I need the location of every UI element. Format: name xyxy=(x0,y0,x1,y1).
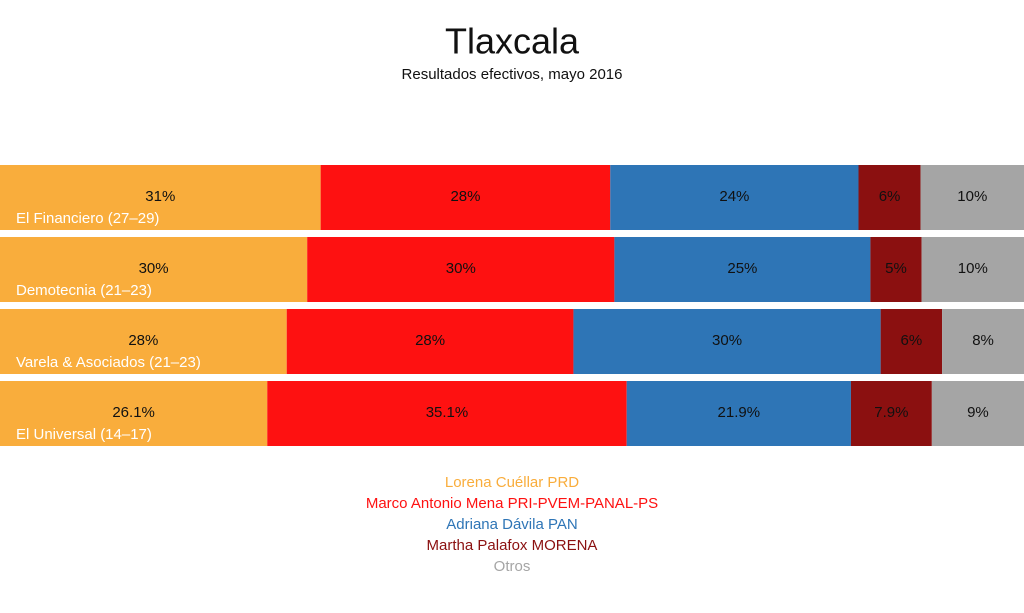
bar-segment xyxy=(942,309,1024,374)
value-label: 10% xyxy=(957,188,987,205)
bar-segment xyxy=(626,381,851,446)
bar-segment xyxy=(880,309,943,374)
value-label: 35.1% xyxy=(426,404,469,421)
bar-segment xyxy=(307,237,615,302)
bar-segment xyxy=(610,165,859,230)
bar-segment xyxy=(286,309,574,374)
bar-segment xyxy=(921,237,1024,302)
category-label: Varela & Asociados (21–23) xyxy=(16,354,201,371)
legend-entry: Adriana Dávila PAN xyxy=(446,516,577,533)
bar-segment xyxy=(858,165,921,230)
bar-segment xyxy=(920,165,1024,230)
bar-segment xyxy=(850,381,932,446)
bar-segment xyxy=(267,381,627,446)
bar-segment xyxy=(0,237,308,302)
category-label: El Financiero (27–29) xyxy=(16,210,159,227)
value-label: 6% xyxy=(901,332,923,349)
bar-segment xyxy=(870,237,922,302)
value-label: 5% xyxy=(885,260,907,277)
value-label: 9% xyxy=(967,404,989,421)
value-label: 30% xyxy=(712,332,742,349)
bar-segment xyxy=(614,237,871,302)
value-label: 30% xyxy=(446,260,476,277)
chart-subtitle: Resultados efectivos, mayo 2016 xyxy=(402,66,623,83)
bar-segment xyxy=(320,165,611,230)
value-label: 8% xyxy=(972,332,994,349)
category-label: El Universal (14–17) xyxy=(16,426,152,443)
value-label: 24% xyxy=(719,188,749,205)
value-label: 21.9% xyxy=(718,404,761,421)
chart-title: Tlaxcala xyxy=(445,21,580,62)
bar-segment xyxy=(573,309,881,374)
bar-segment xyxy=(0,309,287,374)
value-label: 28% xyxy=(128,332,158,349)
bar-segment xyxy=(931,381,1024,446)
value-label: 30% xyxy=(139,260,169,277)
value-label: 31% xyxy=(145,188,175,205)
legend-entry: Otros xyxy=(494,558,531,575)
value-label: 26.1% xyxy=(112,404,155,421)
value-label: 7.9% xyxy=(874,404,908,421)
category-label: Demotecnia (21–23) xyxy=(16,282,152,299)
legend-entry: Martha Palafox MORENA xyxy=(427,537,598,554)
value-label: 6% xyxy=(879,188,901,205)
bar-segment xyxy=(0,381,268,446)
bar-segment xyxy=(0,165,321,230)
value-label: 28% xyxy=(415,332,445,349)
value-label: 28% xyxy=(450,188,480,205)
legend-entry: Lorena Cuéllar PRD xyxy=(445,474,579,491)
legend-entry: Marco Antonio Mena PRI-PVEM-PANAL-PS xyxy=(366,495,658,512)
value-label: 10% xyxy=(958,260,988,277)
value-label: 25% xyxy=(727,260,757,277)
